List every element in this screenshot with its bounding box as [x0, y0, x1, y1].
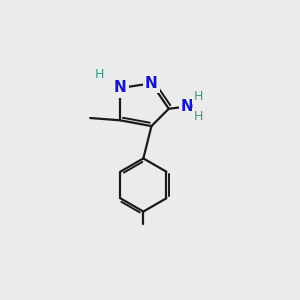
- Text: N: N: [145, 76, 158, 91]
- FancyBboxPatch shape: [182, 101, 193, 112]
- FancyBboxPatch shape: [115, 83, 126, 93]
- Text: H: H: [194, 90, 203, 103]
- Text: N: N: [181, 99, 194, 114]
- Text: H: H: [95, 68, 104, 81]
- Text: N: N: [114, 80, 127, 95]
- FancyBboxPatch shape: [146, 78, 157, 88]
- Text: N: N: [145, 76, 158, 91]
- Text: N: N: [114, 80, 127, 95]
- Text: H: H: [194, 110, 203, 123]
- Text: H: H: [95, 68, 104, 81]
